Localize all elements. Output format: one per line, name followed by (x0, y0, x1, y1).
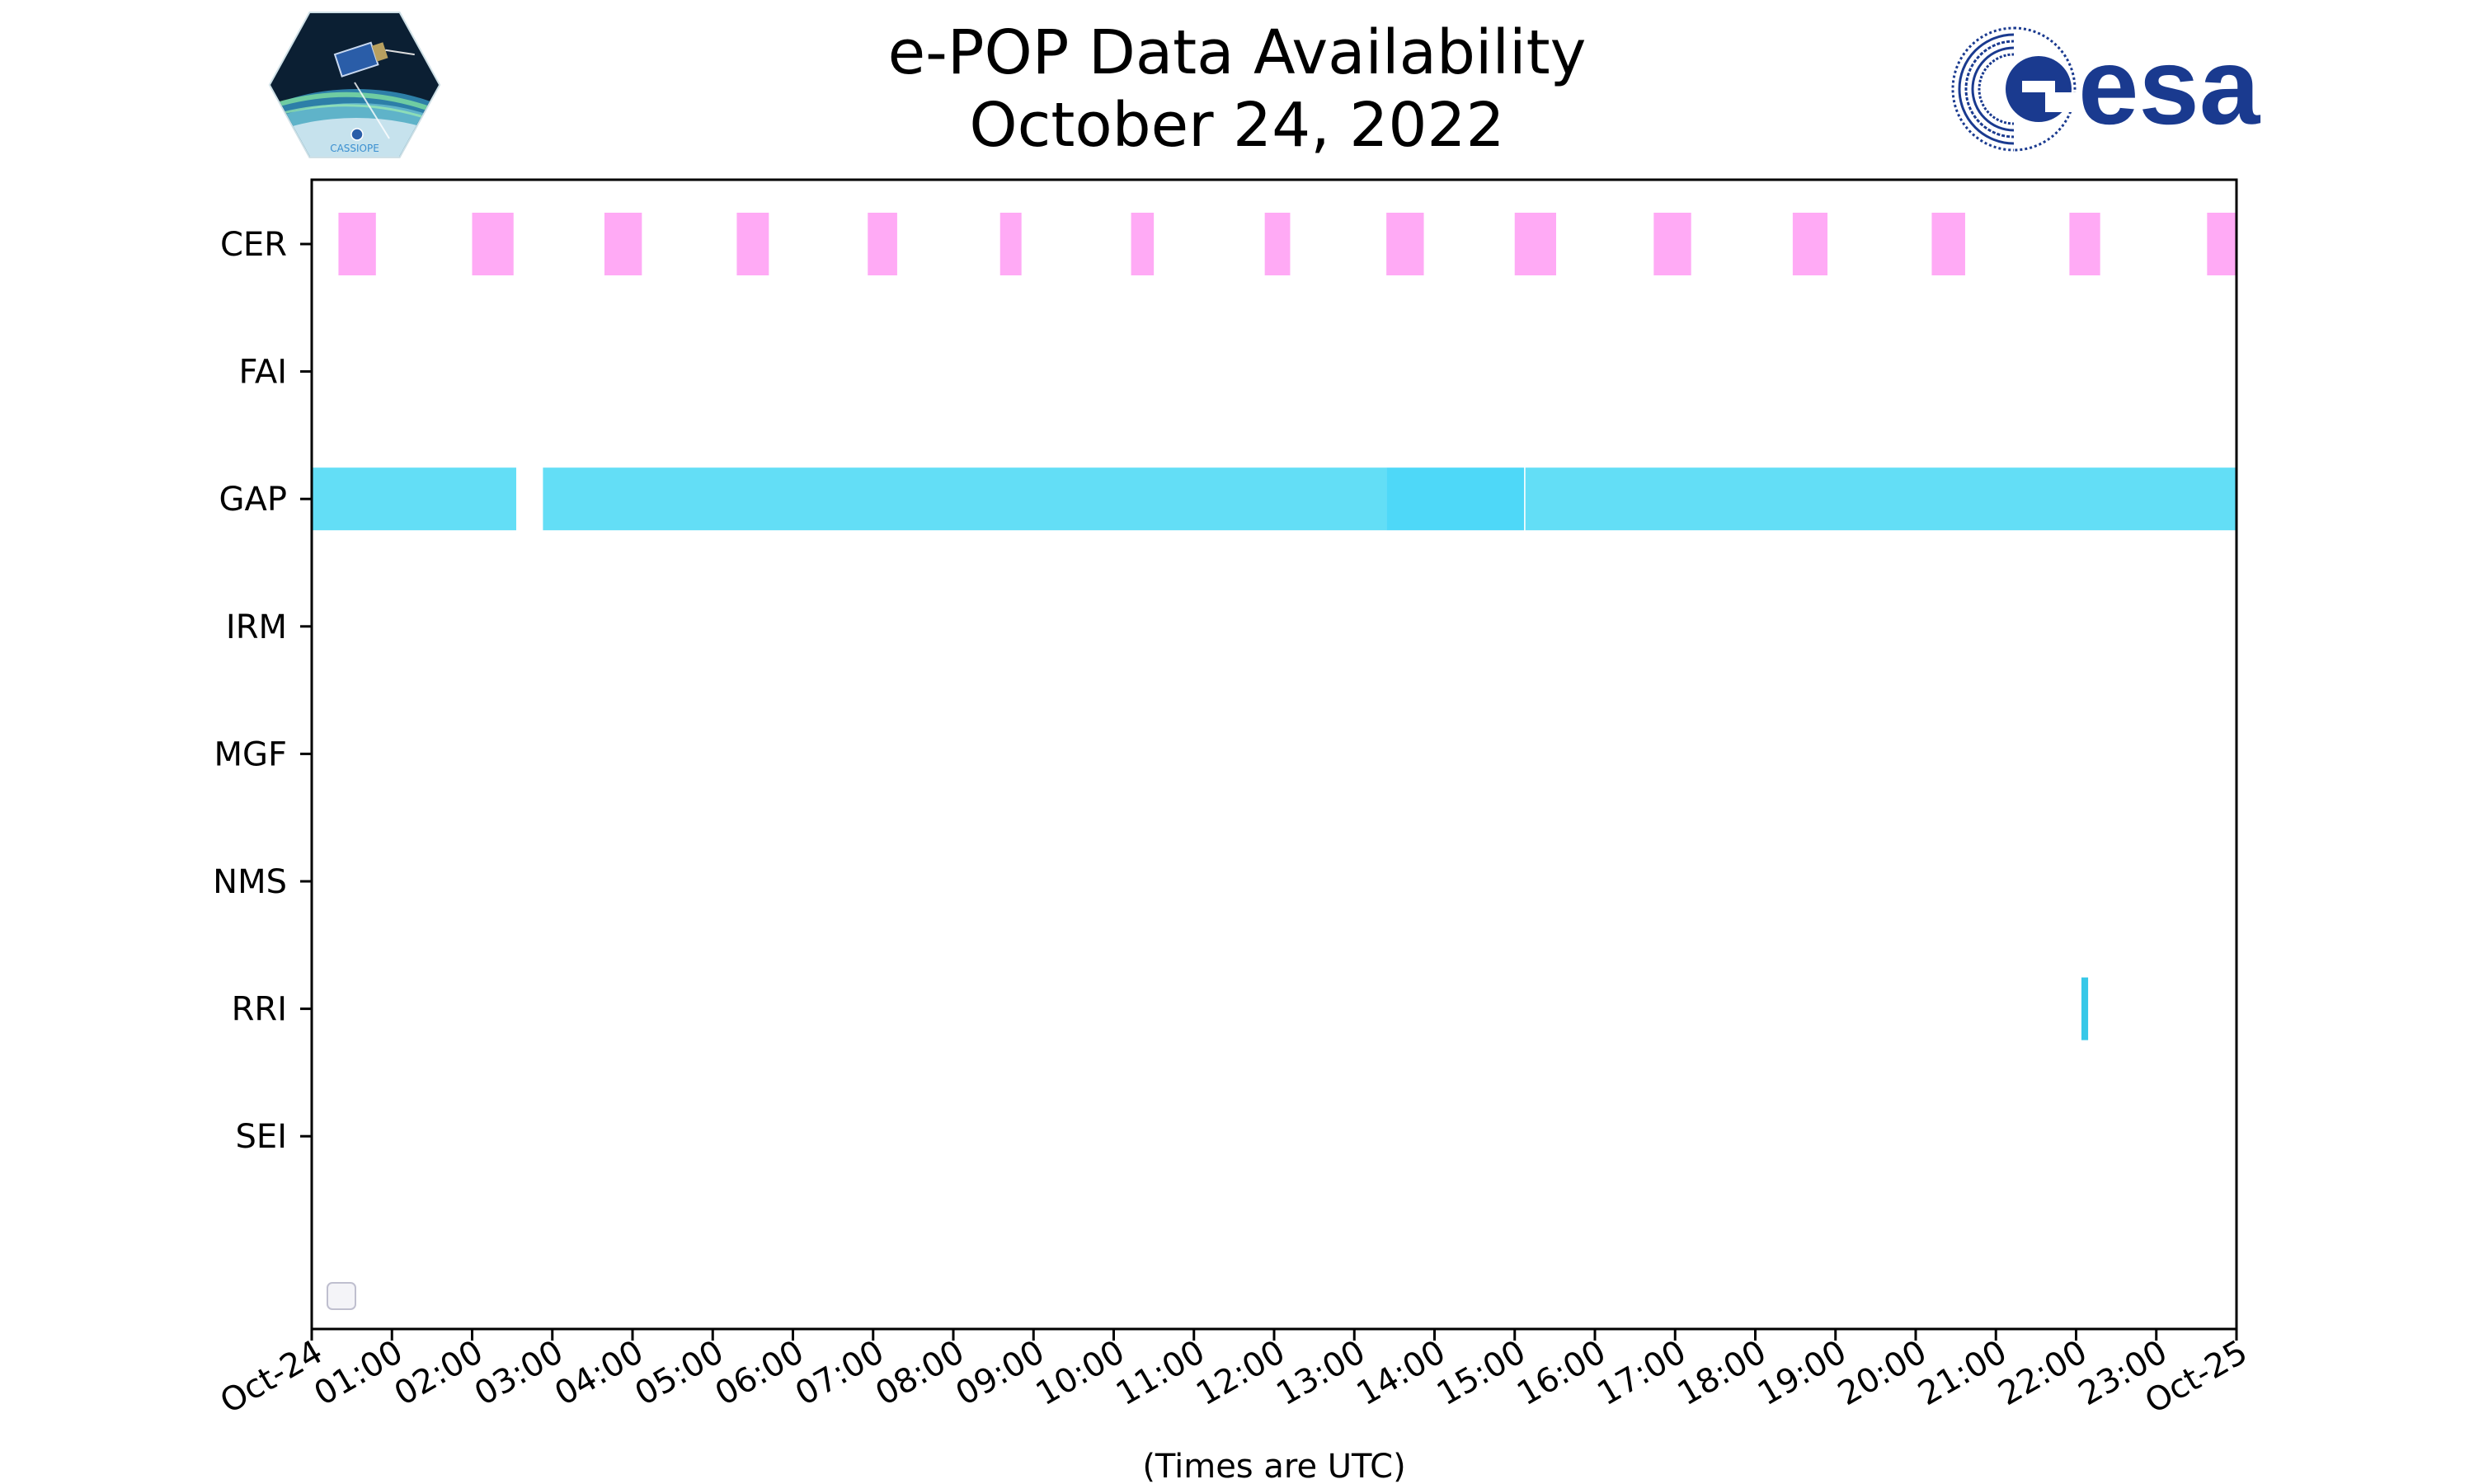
bar-gap-15 (312, 467, 516, 531)
x-tick-label: 22:00 (1992, 1333, 2094, 1413)
bar-cer-6 (1131, 213, 1155, 275)
x-tick-label: 12:00 (1190, 1333, 1291, 1413)
x-tick-label: 07:00 (789, 1333, 891, 1413)
x-tick-label: 05:00 (628, 1333, 730, 1413)
x-tick-label: 15:00 (1431, 1333, 1532, 1413)
x-tick-label: 10:00 (1030, 1333, 1131, 1413)
chart-title-line2: October 24, 2022 (969, 90, 1505, 161)
x-tick-label: 09:00 (949, 1333, 1051, 1413)
bar-cer-9 (1514, 213, 1556, 275)
bar-cer-8 (1386, 213, 1424, 275)
legend-box (327, 1282, 356, 1310)
x-tick-label: 21:00 (1912, 1333, 2013, 1413)
y-axis: CER FAI GAP IRM MGF NMS RRI SEI (213, 226, 312, 1156)
y-tick-label-rri: RRI (232, 991, 287, 1029)
bar-gap-17 (1386, 467, 1525, 531)
x-tick-label: 11:00 (1110, 1333, 1211, 1413)
bar-cer-14 (2207, 213, 2236, 275)
x-tick-label: 16:00 (1511, 1333, 1612, 1413)
bar-cer-11 (1792, 213, 1828, 275)
bar-cer-5 (999, 213, 1022, 275)
y-tick-label-cer: CER (220, 226, 287, 264)
x-tick-label: 17:00 (1591, 1333, 1692, 1413)
bar-cer-7 (1264, 213, 1291, 275)
x-tick-label: 02:00 (388, 1333, 490, 1413)
x-tick-label: 08:00 (869, 1333, 971, 1413)
bar-gap-18 (1525, 467, 2236, 531)
x-tick-label: 14:00 (1351, 1333, 1452, 1413)
x-axis-label: (Times are UTC) (1142, 1448, 1405, 1484)
bar-cer-1 (472, 213, 514, 275)
y-tick-label-nms: NMS (213, 863, 287, 901)
bar-cer-3 (736, 213, 769, 275)
y-tick-label-gap: GAP (219, 481, 287, 519)
svg-text:esa: esa (2078, 26, 2261, 147)
cassiope-logo: CASSIOPE (268, 12, 441, 158)
x-tick-label: 19:00 (1752, 1333, 1853, 1413)
bar-cer-13 (2069, 213, 2100, 275)
x-tick-label: Oct-24 (214, 1333, 329, 1421)
bar-cer-0 (338, 213, 376, 275)
bar-cer-4 (868, 213, 897, 275)
y-tick-label-irm: IRM (226, 608, 287, 646)
bar-cer-10 (1653, 213, 1691, 275)
x-tick-label: 06:00 (709, 1333, 811, 1413)
bar-gap-16 (543, 467, 1387, 531)
bar-rri-19 (2081, 977, 2089, 1040)
svg-text:CASSIOPE: CASSIOPE (330, 143, 379, 154)
y-tick-label-fai: FAI (239, 354, 288, 392)
x-tick-label: 13:00 (1270, 1333, 1371, 1413)
x-tick-label: 18:00 (1672, 1333, 1773, 1413)
plot-frame (310, 178, 2238, 1331)
y-tick-label-sei: SEI (236, 1118, 287, 1156)
x-tick-label: 04:00 (548, 1333, 650, 1413)
chart-title: e-POP Data Availability October 24, 2022 (0, 16, 2474, 162)
bar-cer-2 (604, 213, 642, 275)
x-tick-label: 20:00 (1832, 1333, 1933, 1413)
bar-cer-12 (1931, 213, 1965, 275)
x-tick-label: 01:00 (308, 1333, 409, 1413)
esa-logo: esa (1951, 23, 2261, 155)
y-tick-label-mgf: MGF (214, 735, 287, 773)
chart-title-line1: e-POP Data Availability (887, 17, 1587, 88)
x-axis: Oct-2401:0002:0003:0004:0005:0006:0007:0… (214, 1329, 2254, 1421)
interval-bars (312, 213, 2236, 1040)
x-tick-label: 03:00 (468, 1333, 570, 1413)
